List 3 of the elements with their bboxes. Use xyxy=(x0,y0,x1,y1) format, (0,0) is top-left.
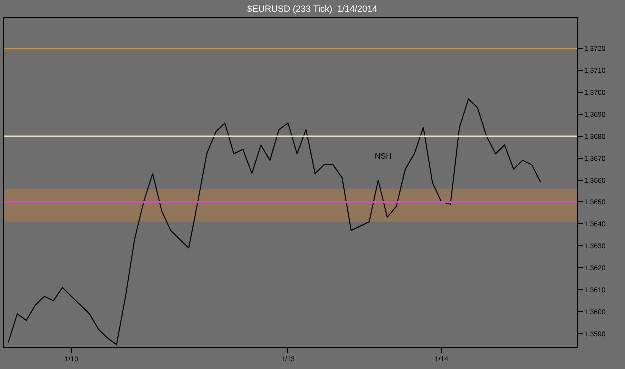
annotation: NSH xyxy=(375,152,392,161)
chart-title: $EURUSD (233 Tick) 1/14/2014 xyxy=(247,4,378,14)
line-series xyxy=(8,98,542,346)
